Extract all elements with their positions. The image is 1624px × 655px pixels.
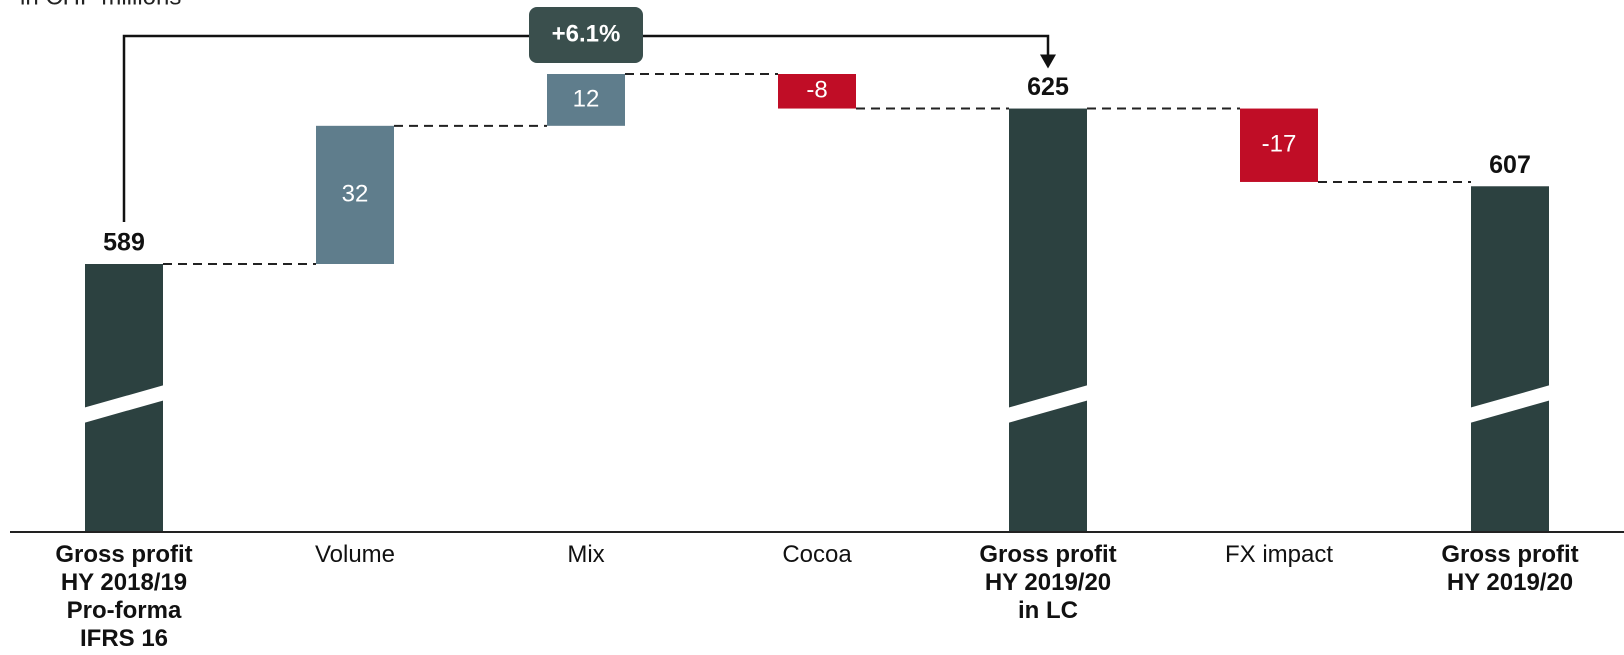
value-label: 607 [1489,151,1531,179]
axis-break-line [1463,395,1557,425]
value-label: -8 [806,77,827,104]
bar [1471,186,1549,532]
value-label: 32 [342,180,369,207]
bar [547,74,625,126]
bar [316,125,394,265]
x-tick-label: Mix [567,541,605,568]
subtitle: in CHF millions [20,0,181,10]
value-label: 12 [573,85,600,112]
x-tick-label: Gross profit HY 2019/20 in LC [979,541,1117,624]
x-tick-label: Volume [314,541,396,568]
axis-break-line [1001,395,1095,425]
axis-break-line [1463,383,1557,413]
axis-break [1464,385,1556,423]
value-label: 625 [1027,73,1069,101]
value-label: 589 [103,229,145,257]
annotation-arrow [1040,54,1056,69]
x-tick-label: Cocoa [782,541,852,568]
annotation: +6.1% [552,20,621,47]
axis-break-line [77,383,171,413]
axis-break-line [77,395,171,425]
axis-break [1002,385,1094,423]
x-tick-label: Gross profit HY 2019/20 [1441,541,1579,596]
bar [1009,108,1087,531]
value-label: -17 [1262,131,1297,158]
x-tick-label: Gross profit HY 2018/19 Pro-forma IFRS 1… [55,541,193,652]
x-tick-label: FX impact [1224,541,1334,568]
annotation-box [529,7,643,63]
axis-break-line [1001,383,1095,413]
axis-break [78,385,170,423]
bar [778,74,856,109]
annotation-bracket [122,34,1050,222]
bar [1240,108,1318,182]
